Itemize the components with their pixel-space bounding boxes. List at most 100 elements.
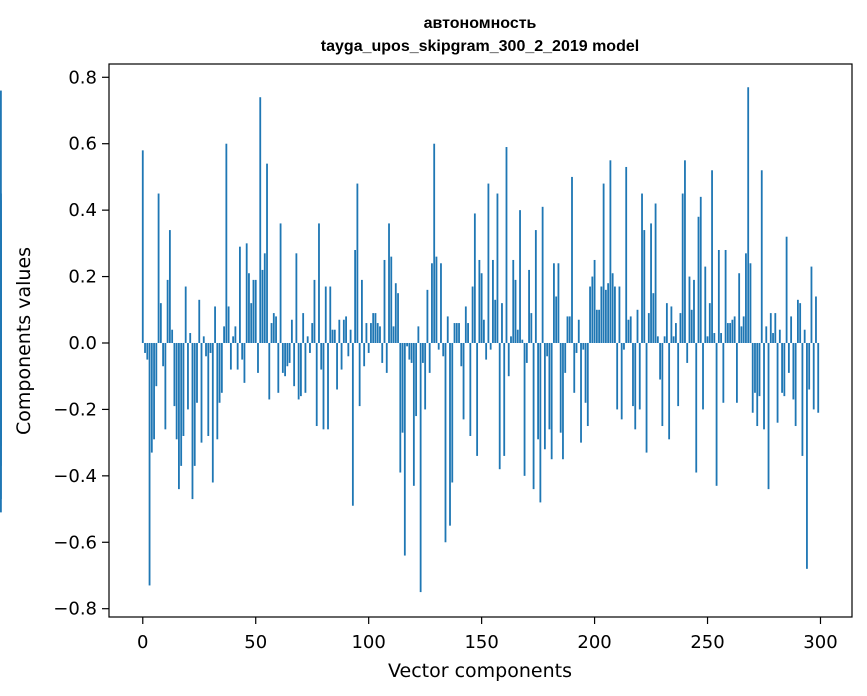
bar	[787, 342, 790, 373]
bar	[713, 333, 716, 343]
bar	[358, 342, 361, 407]
bar	[693, 279, 695, 343]
bar	[616, 342, 619, 410]
bar	[178, 342, 180, 490]
bar	[214, 306, 216, 343]
bar	[435, 256, 438, 343]
bar	[390, 256, 393, 343]
bar	[370, 323, 372, 343]
bar	[284, 342, 286, 377]
bar	[534, 230, 537, 343]
bar	[629, 316, 632, 343]
bar	[738, 273, 741, 343]
bar	[659, 342, 661, 380]
x-tick-label: 250	[690, 632, 724, 653]
bar	[198, 299, 201, 343]
bar	[566, 316, 569, 343]
bar	[365, 323, 368, 343]
bar	[489, 342, 492, 350]
bar	[686, 342, 689, 363]
bar	[665, 303, 668, 343]
bar	[790, 316, 793, 343]
bar	[656, 336, 659, 343]
bar	[157, 193, 160, 343]
bar	[279, 223, 282, 343]
bar	[749, 263, 752, 343]
bar	[340, 342, 343, 370]
bar	[663, 336, 666, 343]
bar	[636, 309, 639, 343]
bar	[205, 342, 207, 357]
bar	[236, 342, 239, 370]
chart-subtitle: tayga_upos_skipgram_300_2_2019 model	[321, 38, 639, 55]
bar	[609, 160, 612, 343]
y-tick-label: 0.4	[68, 200, 97, 221]
bar	[471, 286, 474, 343]
bar	[708, 303, 711, 343]
bar	[196, 342, 198, 403]
bar	[449, 342, 451, 526]
bar	[726, 323, 729, 343]
bar	[695, 342, 698, 473]
y-tick-label: −0.6	[53, 532, 97, 553]
bar	[453, 323, 456, 343]
bar	[679, 313, 682, 343]
bar	[548, 342, 551, 430]
bar	[677, 342, 680, 407]
bar	[618, 286, 621, 343]
bar	[512, 259, 515, 343]
bar	[467, 323, 469, 343]
bar	[275, 316, 277, 343]
bar	[760, 170, 763, 343]
bar	[672, 336, 675, 343]
bar	[225, 143, 228, 343]
bar	[155, 342, 158, 387]
bar	[516, 329, 519, 343]
bar	[711, 170, 713, 343]
x-tick-label: 300	[803, 632, 837, 653]
bar	[150, 342, 153, 453]
bar	[690, 309, 693, 343]
bar	[573, 342, 576, 393]
bar	[270, 323, 273, 343]
bar	[598, 309, 601, 343]
bar	[641, 193, 643, 343]
bar	[336, 342, 338, 390]
bar	[792, 342, 795, 400]
bar-series	[0, 87, 820, 593]
bar	[675, 323, 677, 343]
bar	[772, 333, 774, 343]
bar	[356, 183, 359, 343]
bar	[286, 342, 289, 367]
bar	[318, 223, 320, 343]
bar	[591, 276, 594, 343]
bar	[431, 263, 433, 343]
bar	[803, 329, 806, 343]
bar	[367, 342, 370, 353]
bar	[248, 273, 250, 343]
x-axis-ticks: 0 50 100 150 200 250 300	[137, 617, 838, 653]
bar	[141, 150, 144, 343]
bar	[478, 259, 481, 343]
bar	[611, 273, 614, 343]
bar	[232, 336, 235, 343]
bar	[706, 336, 709, 343]
bar	[239, 246, 241, 343]
bar	[519, 210, 521, 343]
bar	[421, 342, 424, 363]
bar	[379, 326, 381, 343]
y-tick-label: 0.0	[68, 333, 97, 354]
bar	[754, 342, 756, 393]
bar	[313, 279, 316, 343]
x-tick-label: 100	[351, 632, 385, 653]
bar	[306, 336, 309, 343]
bar	[211, 342, 214, 483]
bar	[720, 333, 722, 343]
bar	[397, 293, 399, 343]
bar	[437, 342, 440, 350]
bar	[153, 342, 155, 440]
bar	[277, 342, 280, 393]
bar	[632, 342, 634, 407]
bar	[715, 342, 718, 486]
bar	[216, 342, 219, 440]
